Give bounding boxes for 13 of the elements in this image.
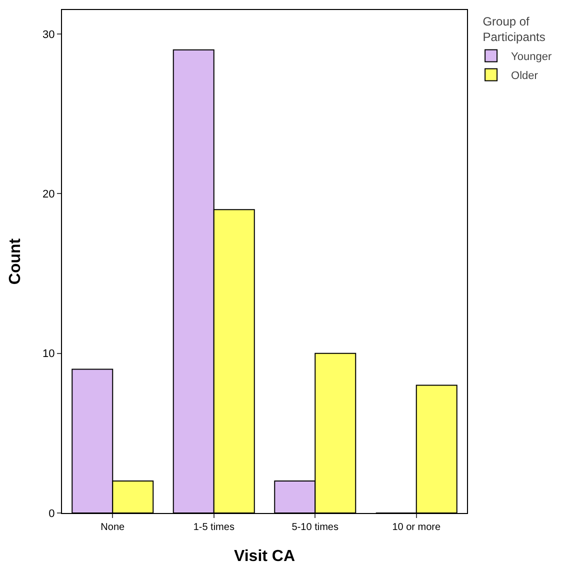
x-tick-label: 10 or more <box>392 522 441 533</box>
y-tick-label: 0 <box>48 508 55 520</box>
legend-title: Group of Participants <box>482 14 546 44</box>
y-axis-title: Count <box>7 238 24 285</box>
x-tick-label: None <box>100 522 126 533</box>
x-tick-label: 5-10 times <box>292 522 338 533</box>
legend-label: Older <box>511 70 538 82</box>
legend-label: Younger <box>511 50 552 63</box>
x-axis-title: Visit CA <box>234 548 296 565</box>
x-tick-label: 1-5 times <box>193 522 234 533</box>
y-tick-label: 20 <box>42 188 55 200</box>
y-tick-label: 30 <box>42 28 55 41</box>
y-tick-label: 10 <box>42 348 55 360</box>
